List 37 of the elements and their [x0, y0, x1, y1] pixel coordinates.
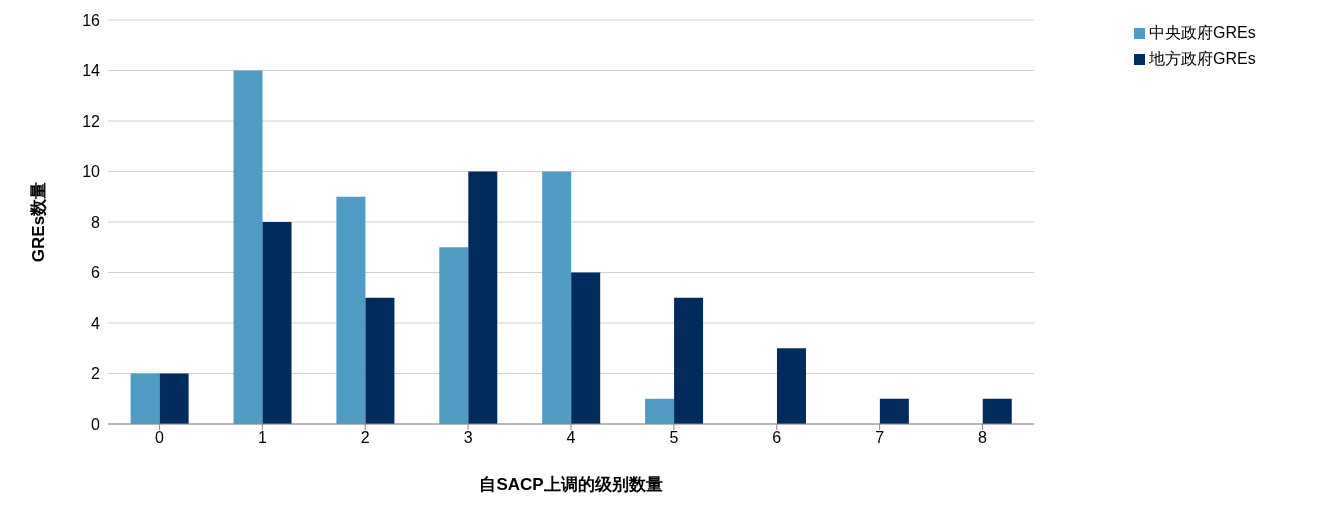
x-axis-title: 自SACP上调的级别数量 — [479, 475, 663, 494]
x-tick-label: 4 — [566, 429, 576, 447]
bar — [645, 398, 675, 424]
legend-label: 地方政府GREs — [1149, 50, 1256, 67]
bar — [336, 196, 366, 424]
bar — [159, 373, 189, 424]
y-tick-label: 14 — [82, 62, 101, 80]
x-tick-label: 5 — [669, 429, 679, 447]
y-tick-label: 2 — [91, 365, 101, 383]
x-tick-label: 8 — [978, 429, 988, 447]
x-tick-label: 2 — [360, 429, 370, 447]
bar — [542, 171, 572, 424]
x-tick-label: 3 — [463, 429, 473, 447]
bar — [674, 297, 704, 424]
x-tick-label: 1 — [257, 429, 267, 447]
bar — [365, 297, 395, 424]
y-tick-label: 8 — [91, 213, 101, 231]
bar — [439, 247, 469, 424]
x-tick-label: 6 — [772, 429, 782, 447]
y-tick-label: 16 — [82, 11, 101, 29]
bar — [879, 398, 909, 424]
y-tick-label: 10 — [82, 163, 101, 181]
bar — [776, 348, 806, 424]
bar — [571, 272, 601, 424]
bar — [468, 171, 498, 424]
y-axis-title: GREs数量 — [29, 181, 49, 263]
y-tick-label: 0 — [91, 415, 101, 433]
bar — [982, 398, 1012, 424]
x-tick-label: 0 — [154, 429, 164, 447]
bar — [262, 222, 292, 424]
bar — [233, 70, 263, 424]
bar — [130, 373, 160, 424]
y-tick-label: 12 — [82, 112, 101, 130]
y-tick-label: 6 — [91, 264, 101, 282]
legend-label: 中央政府GREs — [1149, 24, 1256, 41]
x-tick-label: 7 — [875, 429, 885, 447]
y-tick-label: 4 — [91, 314, 101, 332]
